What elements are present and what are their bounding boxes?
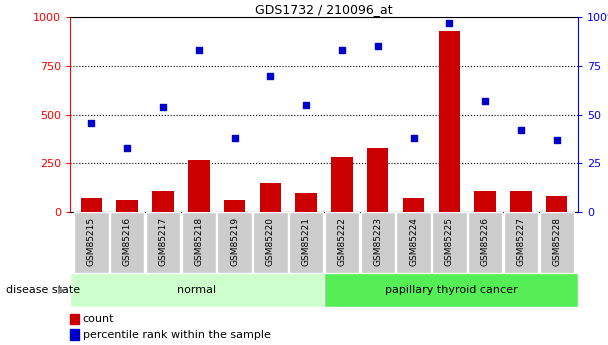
Bar [218,212,252,273]
Point [230,135,240,141]
Text: GSM85217: GSM85217 [159,217,167,266]
Point [409,135,418,141]
Bar [438,31,460,212]
Text: GSM85220: GSM85220 [266,217,275,266]
Text: disease state: disease state [6,285,80,295]
Bar [325,212,359,273]
Bar [152,191,174,212]
Point [158,104,168,110]
Title: GDS1732 / 210096_at: GDS1732 / 210096_at [255,3,393,16]
Point [266,73,275,78]
Bar [367,148,389,212]
Bar [70,314,79,324]
Bar [117,200,138,212]
Bar [81,198,102,212]
Bar [70,273,324,307]
Bar [331,157,353,212]
Point [194,48,204,53]
Bar [539,212,574,273]
Bar [474,191,496,212]
Point [516,128,526,133]
Point [373,44,382,49]
Bar [324,273,578,307]
Bar [432,212,466,273]
Text: count: count [83,314,114,324]
Text: papillary thyroid cancer: papillary thyroid cancer [385,285,517,295]
Point [552,137,562,143]
Bar [289,212,323,273]
Point [86,120,96,125]
Text: GSM85223: GSM85223 [373,217,382,266]
Bar [70,329,79,340]
Text: GSM85221: GSM85221 [302,217,311,266]
Bar [188,159,210,212]
Text: GSM85215: GSM85215 [87,217,96,266]
Bar [182,212,216,273]
Bar [224,200,245,212]
Bar [361,212,395,273]
Text: GSM85228: GSM85228 [552,217,561,266]
Bar [468,212,502,273]
Text: GSM85218: GSM85218 [195,217,203,266]
Bar [403,198,424,212]
Text: GSM85227: GSM85227 [516,217,525,266]
Point [337,48,347,53]
Text: GSM85222: GSM85222 [337,217,347,266]
Point [122,145,132,151]
Text: percentile rank within the sample: percentile rank within the sample [83,330,271,340]
Bar [253,212,288,273]
Bar [396,212,430,273]
Bar [546,196,567,212]
Text: GSM85225: GSM85225 [445,217,454,266]
Point [444,20,454,26]
Bar [110,212,144,273]
Text: GSM85216: GSM85216 [123,217,132,266]
Bar [260,183,281,212]
Bar [146,212,180,273]
Text: ▶: ▶ [58,285,65,295]
Point [480,98,490,104]
Text: GSM85226: GSM85226 [481,217,489,266]
Text: GSM85224: GSM85224 [409,217,418,266]
Text: GSM85219: GSM85219 [230,217,239,266]
Text: normal: normal [178,285,216,295]
Bar [74,212,109,273]
Bar [510,191,531,212]
Bar [504,212,538,273]
Point [302,102,311,108]
Bar [295,193,317,212]
